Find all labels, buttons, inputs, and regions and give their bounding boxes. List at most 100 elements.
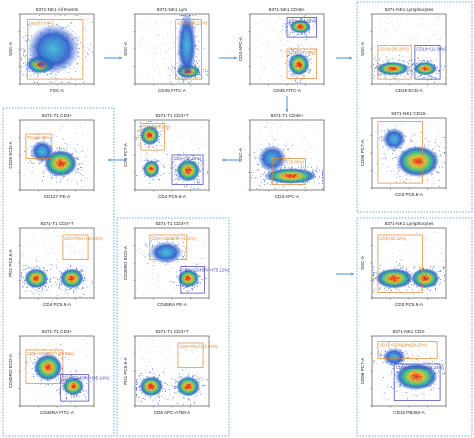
event-dot: [284, 23, 286, 25]
event-dot: [303, 68, 305, 70]
event-dot: [185, 42, 187, 44]
event-dot: [202, 279, 204, 281]
event-dot: [304, 75, 306, 77]
event-dot: [76, 267, 78, 269]
event-dot: [378, 50, 379, 52]
event-dot: [278, 143, 279, 145]
event-dot: [42, 45, 44, 47]
event-dot: [29, 243, 31, 245]
event-dot: [57, 49, 59, 51]
event-dot: [299, 67, 301, 68]
event-dot: [309, 25, 310, 27]
event-dot: [406, 66, 408, 67]
event-dot: [424, 77, 426, 78]
event-dot: [59, 270, 61, 272]
event-dot: [174, 173, 176, 175]
event-dot: [192, 14, 194, 16]
event-dot: [191, 173, 193, 175]
event-dot: [35, 270, 37, 272]
event-dot: [306, 22, 308, 24]
event-dot: [385, 59, 387, 60]
event-dots: [138, 11, 208, 84]
event-dot: [438, 70, 440, 72]
event-dot: [254, 152, 256, 154]
event-dot: [262, 39, 263, 41]
event-dot: [399, 60, 401, 62]
event-dot: [274, 152, 276, 154]
event-dot: [34, 72, 36, 74]
event-dot: [41, 286, 43, 288]
event-dot: [68, 49, 70, 51]
event-dot: [177, 68, 179, 70]
event-dot: [375, 67, 377, 68]
event-dot: [304, 41, 306, 43]
event-dot: [76, 39, 78, 41]
event-dot: [309, 60, 311, 62]
event-dot: [85, 37, 87, 39]
event-dot: [175, 170, 177, 172]
event-dot: [423, 162, 425, 164]
event-dot: [83, 186, 85, 187]
event-dot: [172, 167, 174, 169]
event-dot: [390, 138, 392, 140]
event-dot: [23, 265, 25, 267]
event-dot: [400, 138, 402, 140]
event-dot: [69, 65, 71, 67]
event-dot: [82, 134, 84, 136]
event-dot: [50, 177, 52, 179]
event-dot: [42, 35, 44, 37]
event-dot: [67, 55, 69, 57]
event-dot: [424, 144, 426, 146]
event-dot: [419, 165, 421, 167]
event-dot: [295, 131, 297, 133]
event-dot: [186, 177, 188, 178]
event-dot: [303, 60, 305, 62]
event-dot: [25, 54, 27, 56]
event-dot: [176, 74, 177, 76]
event-dot: [49, 292, 51, 294]
event-dot: [74, 281, 76, 282]
event-dot: [261, 181, 263, 183]
event-dot: [64, 154, 66, 156]
event-dot: [66, 278, 68, 280]
event-dot: [147, 135, 149, 137]
event-dot: [417, 61, 419, 63]
event-dot: [271, 136, 273, 138]
event-dot: [88, 161, 89, 163]
event-dot: [405, 157, 407, 158]
event-dot: [312, 51, 313, 52]
event-dot: [155, 277, 157, 279]
event-dot: [304, 26, 306, 28]
event-dot: [301, 33, 303, 35]
event-dot: [71, 47, 73, 49]
event-dot: [150, 166, 152, 168]
event-dot: [316, 38, 318, 40]
event-dot: [192, 62, 194, 64]
event-dot: [162, 177, 164, 179]
event-dot: [37, 135, 39, 137]
event-dot: [303, 178, 305, 180]
y-axis-label: CD3 APC-A: [238, 36, 243, 61]
event-dot: [293, 62, 295, 64]
event-dot: [379, 160, 380, 162]
event-dot: [74, 285, 76, 287]
event-dot: [299, 69, 301, 71]
event-dot: [185, 273, 187, 275]
event-dot: [59, 163, 61, 165]
event-dot: [182, 61, 184, 63]
event-dot: [299, 65, 301, 67]
event-dot: [38, 275, 40, 277]
event-dot: [55, 172, 57, 174]
event-dot: [161, 145, 163, 147]
event-dot: [57, 294, 59, 296]
event-dot: [290, 53, 292, 55]
event-dot: [27, 281, 29, 283]
event-dot: [152, 65, 153, 67]
event-dot: [74, 140, 76, 142]
event-dot: [413, 161, 415, 162]
event-dot: [40, 146, 42, 148]
event-dot: [77, 52, 79, 54]
event-dot: [425, 73, 427, 75]
event-dot: [267, 160, 269, 162]
event-dot: [285, 178, 287, 180]
